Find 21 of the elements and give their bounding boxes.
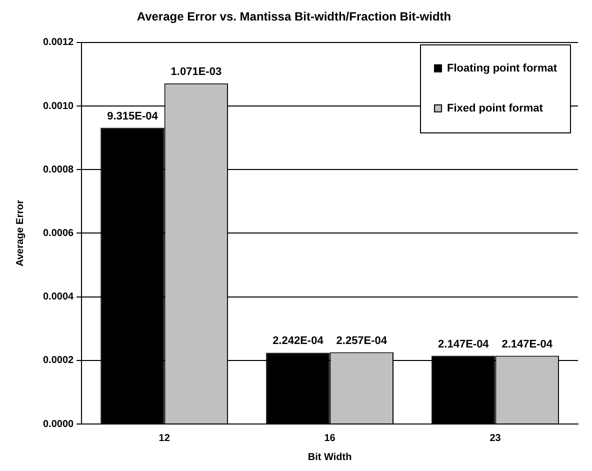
- y-tick-label: 0.0000: [42, 418, 74, 430]
- data-label: 2.242E-04: [272, 335, 324, 348]
- data-label: 9.315E-04: [107, 110, 159, 122]
- data-label: 2.257E-04: [336, 334, 388, 347]
- legend-label: Floating point format: [447, 62, 558, 74]
- y-tick-label: 0.0010: [42, 100, 74, 112]
- x-tick-label: 16: [324, 432, 336, 444]
- data-label: 1.071E-03: [170, 66, 222, 78]
- y-tick-label: 0.0012: [42, 37, 74, 48]
- data-label: 2.147E-04: [502, 338, 554, 350]
- legend-label: Fixed point format: [447, 102, 544, 114]
- chart-title: Average Error vs. Mantissa Bit-width/Fraction Bit-width: [136, 10, 452, 24]
- y-tick-label: 0.0008: [42, 164, 74, 176]
- y-tick-label: 0.0002: [42, 355, 74, 366]
- y-tick-label: 0.0004: [42, 292, 74, 303]
- y-tick-label: 0.0006: [42, 228, 74, 239]
- x-axis-title: Bit Width: [308, 452, 352, 463]
- x-tick-label: 23: [490, 432, 502, 444]
- x-tick-label: 12: [158, 432, 170, 444]
- data-label: 2.147E-04: [438, 338, 490, 350]
- y-axis-title: Average Error: [14, 200, 26, 266]
